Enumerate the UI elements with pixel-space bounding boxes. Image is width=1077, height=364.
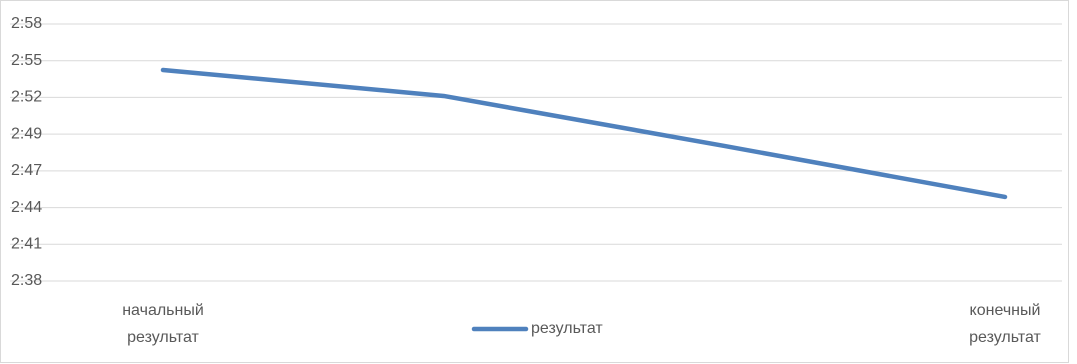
x-tick-label: конечный результат xyxy=(969,302,1041,346)
y-tick-label: 2:55 xyxy=(11,52,42,69)
y-tick-label: 2:41 xyxy=(11,235,42,252)
y-tick-label: 2:38 xyxy=(11,272,42,289)
line-series xyxy=(160,67,1008,200)
y-tick-label: 2:49 xyxy=(11,125,42,142)
y-tick-label: 2:44 xyxy=(11,199,42,216)
x-tick-label: начальный результат xyxy=(122,302,204,346)
y-tick-label: 2:52 xyxy=(11,89,42,106)
y-tick-label: 2:58 xyxy=(11,15,42,32)
legend-label: результат xyxy=(531,320,603,337)
y-tick-label: 2:47 xyxy=(11,162,42,179)
